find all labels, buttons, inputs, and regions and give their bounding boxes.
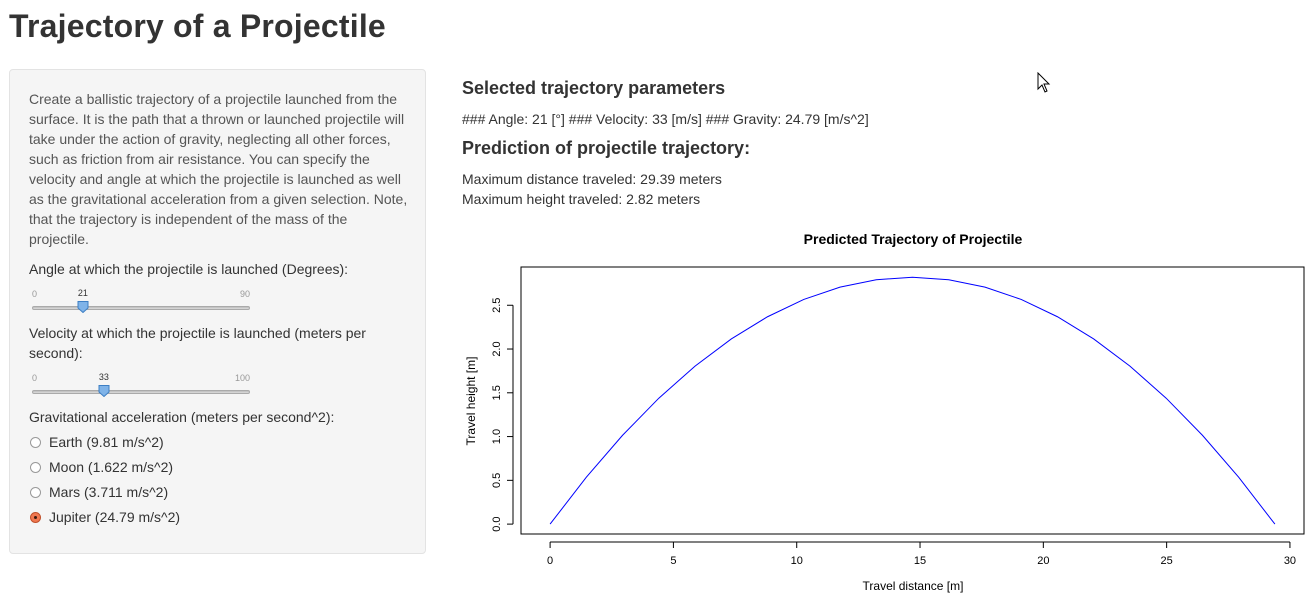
- y-tick-label: 1.0: [491, 429, 503, 444]
- x-axis: 0 5 10 15 20 25 30: [547, 541, 1296, 567]
- y-tick-label: 2.0: [491, 341, 503, 356]
- gravity-option-label: Jupiter (24.79 m/s^2): [49, 509, 181, 525]
- x-tick-label: 20: [1037, 555, 1049, 567]
- prediction-heading: Prediction of projectile trajectory:: [462, 138, 751, 158]
- trajectory-chart: Predicted Trajectory of Projectile 0 5 10 1…: [464, 231, 1305, 593]
- y-tick-label: 0.5: [491, 473, 503, 488]
- y-tick-label: 0.0: [491, 516, 503, 531]
- velocity-slider-track[interactable]: [32, 390, 250, 394]
- velocity-slider[interactable]: 0 100 33: [32, 372, 250, 413]
- velocity-slider-value: 33: [98, 372, 109, 382]
- x-tick-label: 0: [547, 555, 553, 567]
- gravity-label: Gravitational acceleration (meters per s…: [29, 409, 335, 425]
- angle-slider[interactable]: 0 90 21: [32, 288, 250, 329]
- angle-slider-track[interactable]: [32, 306, 250, 310]
- gravity-option-jupiter[interactable]: Jupiter (24.79 m/s^2): [30, 507, 180, 527]
- angle-slider-max: 90: [239, 289, 250, 299]
- angle-slider-value: 21: [77, 288, 88, 298]
- gravity-option-mars[interactable]: Mars (3.711 m/s^2): [30, 482, 168, 502]
- x-tick-label: 30: [1284, 555, 1296, 567]
- x-tick-label: 15: [914, 555, 926, 567]
- radio-mars[interactable]: [30, 486, 41, 498]
- x-tick-label: 10: [791, 555, 803, 567]
- x-axis-label: Travel distance [m]: [863, 579, 964, 593]
- angle-slider-handle[interactable]: [77, 301, 89, 313]
- y-tick-label: 1.5: [491, 385, 503, 400]
- trajectory-line: [549, 276, 1276, 525]
- velocity-slider-handle[interactable]: [98, 385, 110, 397]
- gravity-option-label: Mars (3.711 m/s^2): [49, 484, 169, 500]
- sidebar-panel: Create a ballistic trajectory of a proje…: [9, 69, 426, 554]
- velocity-slider-min: 0: [32, 373, 38, 383]
- mouse-cursor-icon: [1037, 72, 1051, 93]
- radio-moon[interactable]: [30, 461, 41, 473]
- max-height-text: Maximum height traveled: 2.82 meters: [462, 191, 701, 207]
- x-tick-label: 25: [1161, 555, 1173, 567]
- radio-jupiter[interactable]: [30, 511, 41, 523]
- angle-slider-min: 0: [32, 289, 38, 299]
- x-tick-label: 5: [670, 555, 676, 567]
- velocity-label: Velocity at which the projectile is laun…: [29, 325, 366, 361]
- radio-earth[interactable]: [30, 436, 41, 448]
- plot-frame: [520, 266, 1305, 535]
- y-axis-label: Travel height [m]: [464, 357, 478, 446]
- intro-text: Create a ballistic trajectory of a proje…: [29, 91, 408, 247]
- gravity-option-label: Earth (9.81 m/s^2): [49, 434, 164, 450]
- velocity-slider-max: 100: [234, 373, 250, 383]
- params-text: ### Angle: 21 [°] ### Velocity: 33 [m/s]…: [462, 111, 869, 127]
- page-title: Trajectory of a Projectile: [9, 8, 386, 44]
- y-tick-label: 2.5: [491, 298, 503, 313]
- gravity-option-label: Moon (1.622 m/s^2): [49, 459, 174, 475]
- y-axis: 0.0 0.5 1.0 1.5 2.0 2.5: [491, 298, 514, 532]
- gravity-option-moon[interactable]: Moon (1.622 m/s^2): [30, 457, 173, 477]
- max-distance-text: Maximum distance traveled: 29.39 meters: [462, 171, 722, 187]
- params-heading: Selected trajectory parameters: [462, 78, 726, 98]
- gravity-option-earth[interactable]: Earth (9.81 m/s^2): [30, 432, 164, 452]
- angle-label: Angle at which the projectile is launche…: [29, 261, 349, 277]
- chart-title: Predicted Trajectory of Projectile: [804, 231, 1023, 247]
